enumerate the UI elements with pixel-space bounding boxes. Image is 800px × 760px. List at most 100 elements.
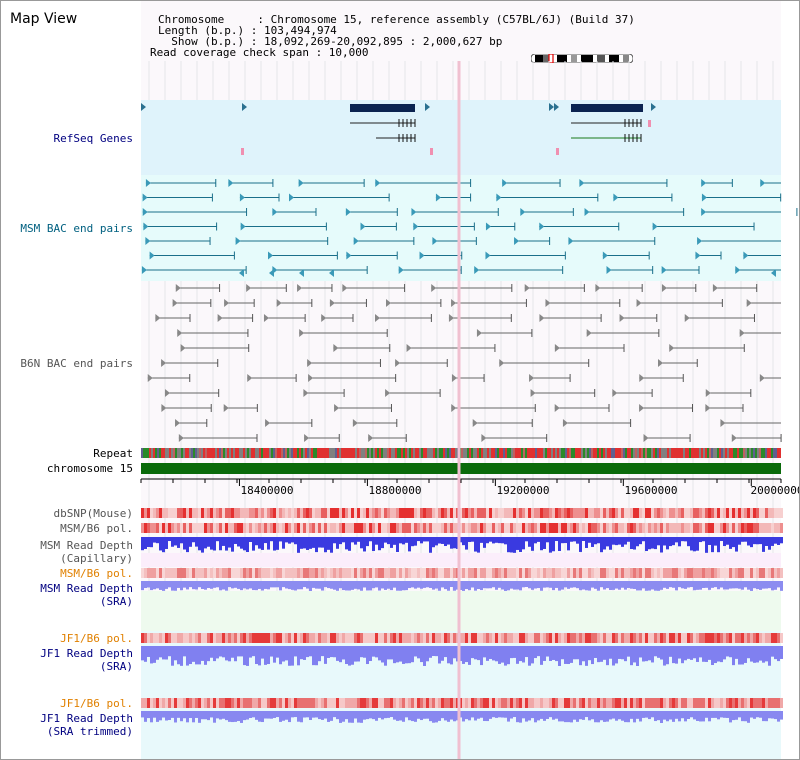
track-label-msm-depth-cap[interactable]: MSM Read Depth bbox=[40, 539, 133, 552]
repeat-segment bbox=[729, 448, 731, 458]
jf1-depth-trim-bar bbox=[510, 711, 513, 719]
b6n-bac-end bbox=[481, 434, 487, 442]
jf1-pol2-heat bbox=[477, 698, 480, 708]
jf1-pol-heat bbox=[141, 633, 144, 643]
repeat-segment bbox=[429, 448, 431, 458]
repeat-segment bbox=[345, 448, 347, 458]
track-label-b6n-bac[interactable]: B6N BAC end pairs bbox=[20, 357, 133, 370]
msm-depth-sra-bar bbox=[468, 581, 471, 591]
jf1-depth-sra-bar bbox=[174, 646, 177, 661]
track-label-jf1-depth-sra[interactable]: JF1 Read Depth bbox=[40, 647, 133, 660]
msm-depth-cap-bar bbox=[498, 537, 501, 544]
msm-depth-cap-bar bbox=[201, 537, 204, 553]
jf1-depth-sra-bar bbox=[720, 646, 723, 663]
msm-depth-cap-bar bbox=[543, 537, 546, 549]
refseq-band bbox=[141, 100, 781, 175]
jf1-depth-sra-bar bbox=[564, 646, 567, 664]
track-label-jf1-b6-pol[interactable]: JF1/B6 pol. bbox=[60, 632, 133, 645]
repeat-segment bbox=[317, 448, 319, 458]
jf1-pol-heat bbox=[699, 633, 702, 643]
repeat-segment bbox=[505, 448, 507, 458]
jf1-pol-heat bbox=[183, 633, 186, 643]
dbsnp-heat bbox=[255, 508, 258, 518]
track-label-jf1-depth-trim[interactable]: JF1 Read Depth bbox=[40, 712, 133, 725]
jf1-pol-heat bbox=[369, 633, 372, 643]
msm-pol-heat bbox=[699, 523, 702, 533]
jf1-pol2-heat bbox=[774, 698, 777, 708]
msm-depth-cap-bar bbox=[462, 537, 465, 546]
msm-depth-cap-bar bbox=[510, 537, 513, 553]
repeat-segment bbox=[427, 448, 429, 458]
msm-depth-cap-bar bbox=[447, 537, 450, 545]
jf1-depth-trim-bar bbox=[390, 711, 393, 718]
jf1-pol-heat bbox=[510, 633, 513, 643]
dbsnp-heat bbox=[474, 508, 477, 518]
msm-pol-heat bbox=[732, 523, 735, 533]
chromosome-info: Chromosome : Chromosome 15, reference as… bbox=[158, 13, 635, 26]
jf1-pol-heat bbox=[522, 633, 525, 643]
msm-depth-cap-bar bbox=[168, 537, 171, 542]
msm-pol-heat bbox=[321, 523, 324, 533]
jf1-depth-sra-bar bbox=[279, 646, 282, 665]
msm-depth-cap-bar bbox=[147, 537, 150, 547]
msm-depth-sra-bar bbox=[321, 581, 324, 591]
repeat-segment bbox=[579, 448, 581, 458]
dbsnp-heat bbox=[240, 508, 243, 518]
msm-pol2-heat bbox=[486, 568, 489, 578]
dbsnp-heat bbox=[687, 508, 690, 518]
repeat-segment bbox=[321, 448, 323, 458]
jf1-pol-heat bbox=[666, 633, 669, 643]
msm-pol2-heat bbox=[468, 568, 471, 578]
jf1-depth-sra-bar bbox=[699, 646, 702, 658]
jf1-pol-heat bbox=[171, 633, 174, 643]
track-label-repeat[interactable]: Repeat bbox=[93, 447, 133, 460]
msm-depth-sra-bar bbox=[297, 581, 300, 590]
dbsnp-heat bbox=[366, 508, 369, 518]
length-info: Length (b.p.) : 103,494,974 bbox=[158, 24, 337, 37]
msm-depth-sra-bar bbox=[219, 581, 222, 591]
track-label-chromosome[interactable]: chromosome 15 bbox=[46, 462, 133, 475]
repeat-segment bbox=[681, 448, 683, 458]
track-label-refseq[interactable]: RefSeq Genes bbox=[53, 132, 133, 145]
track-label-msm-bac[interactable]: MSM BAC end pairs bbox=[20, 222, 133, 235]
msm-depth-cap-bar bbox=[744, 537, 747, 542]
msm-pol-heat bbox=[249, 523, 252, 533]
msm-depth-cap-bar bbox=[633, 537, 636, 550]
msm-depth-cap-bar bbox=[507, 537, 510, 553]
msm-pol2-heat bbox=[687, 568, 690, 578]
dbsnp-heat bbox=[354, 508, 357, 518]
dbsnp-heat bbox=[723, 508, 726, 518]
repeat-segment bbox=[639, 448, 641, 458]
msm-pol-heat bbox=[285, 523, 288, 533]
repeat-segment bbox=[627, 448, 629, 458]
msm-pol-heat bbox=[768, 523, 771, 533]
track-label-msm-b6-pol-2[interactable]: MSM/B6 pol. bbox=[60, 567, 133, 580]
msm-depth-sra-bar bbox=[234, 581, 237, 588]
msm-pol-heat bbox=[351, 523, 354, 533]
chromosome-ideogram[interactable] bbox=[531, 54, 633, 63]
repeat-segment bbox=[439, 448, 441, 458]
repeat-segment bbox=[185, 448, 187, 458]
track-label-msm-depth-sra[interactable]: MSM Read Depth bbox=[40, 582, 133, 595]
msm-depth-sra-bar bbox=[282, 581, 285, 588]
msm-pol2-heat bbox=[324, 568, 327, 578]
msm-depth-sra-bar bbox=[645, 581, 648, 591]
jf1-depth-sra-bar bbox=[339, 646, 342, 663]
jf1-depth-trim-bar bbox=[720, 711, 723, 718]
repeat-segment bbox=[337, 448, 339, 458]
jf1-pol-heat bbox=[231, 633, 234, 643]
msm-depth-sra-bar bbox=[273, 581, 276, 588]
track-label-msm-b6-pol[interactable]: MSM/B6 pol. bbox=[60, 522, 133, 535]
msm-depth-sra-bar bbox=[507, 581, 510, 591]
msm-pol-heat bbox=[429, 523, 432, 533]
jf1-pol-heat bbox=[717, 633, 720, 643]
repeat-segment bbox=[415, 448, 417, 458]
msm-pol-heat bbox=[720, 523, 723, 533]
track-label-jf1-b6-pol-2[interactable]: JF1/B6 pol. bbox=[60, 697, 133, 710]
jf1-pol-heat bbox=[588, 633, 591, 643]
msm-pol2-heat bbox=[270, 568, 273, 578]
track-label-dbsnp[interactable]: dbSNP(Mouse) bbox=[53, 507, 133, 520]
dbsnp-heat bbox=[216, 508, 219, 518]
jf1-pol2-heat bbox=[738, 698, 741, 708]
